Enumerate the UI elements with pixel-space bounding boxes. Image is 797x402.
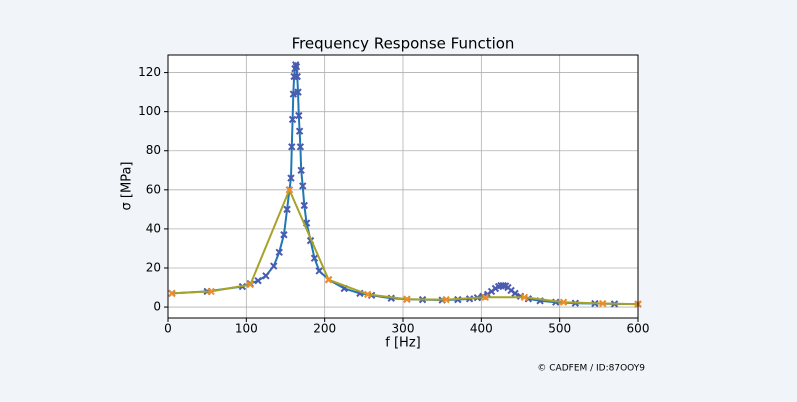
marker <box>364 290 372 299</box>
x-tick-label: 600 <box>627 322 650 336</box>
x-tick-label: 100 <box>235 322 258 336</box>
marker <box>292 63 301 71</box>
y-tick-label: 120 <box>138 65 161 79</box>
y-tick-label: 20 <box>146 260 161 274</box>
plot-frame <box>167 54 639 319</box>
x-tick-label: 0 <box>164 322 172 336</box>
marker <box>280 231 288 239</box>
y-axis-label: σ [MPa] <box>120 162 135 211</box>
marker <box>300 201 309 210</box>
marker <box>275 248 283 257</box>
marker <box>283 205 291 214</box>
marker <box>315 267 323 275</box>
marker <box>207 287 215 296</box>
marker <box>294 88 302 96</box>
marker <box>324 275 333 284</box>
y-tick-label: 80 <box>146 143 161 157</box>
x-tick-label: 300 <box>392 322 415 336</box>
marker <box>288 115 297 124</box>
x-axis-label: f [Hz] <box>385 336 420 351</box>
x-tick-label: 200 <box>313 322 336 336</box>
marker <box>559 298 568 306</box>
marker <box>262 272 270 280</box>
marker <box>287 174 295 182</box>
chart-title: Frequency Response Function <box>292 35 515 53</box>
marker <box>403 295 411 303</box>
marker <box>310 254 319 262</box>
x-tick-label: 400 <box>470 322 493 336</box>
marker <box>295 127 304 135</box>
y-tick-label: 0 <box>153 300 161 314</box>
annotation: © CADFEM / ID:87OOY9 <box>537 364 645 374</box>
marker <box>296 143 305 151</box>
y-tick-label: 60 <box>146 182 161 196</box>
marker <box>520 293 529 301</box>
marker <box>270 262 278 270</box>
marker <box>246 280 254 289</box>
y-tick-label: 100 <box>138 104 161 118</box>
marker <box>293 72 301 81</box>
x-tick-label: 500 <box>548 322 571 336</box>
marker <box>481 293 489 301</box>
marker <box>288 143 296 151</box>
y-tick-label: 40 <box>146 221 161 235</box>
marker <box>289 90 298 98</box>
marker <box>442 295 450 304</box>
marker <box>297 166 305 174</box>
marker <box>511 289 519 298</box>
marker <box>295 111 303 120</box>
marker <box>299 182 307 190</box>
marker <box>254 276 262 285</box>
marker <box>285 186 294 194</box>
marker <box>168 289 176 298</box>
marker <box>599 299 607 308</box>
